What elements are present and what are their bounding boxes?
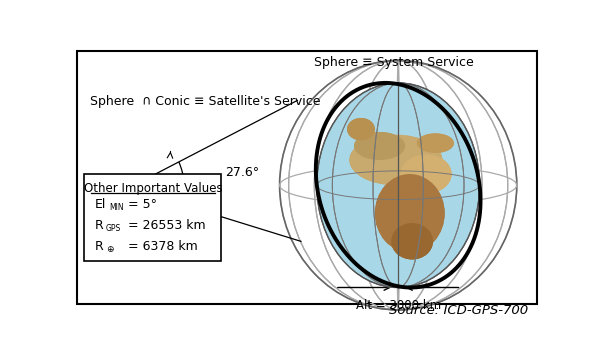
- Text: = 26553 km: = 26553 km: [128, 219, 206, 232]
- Text: Source: ICD-GPS-700: Source: ICD-GPS-700: [389, 304, 529, 317]
- Ellipse shape: [354, 132, 405, 160]
- Ellipse shape: [347, 118, 375, 141]
- Ellipse shape: [349, 135, 442, 185]
- Text: Other Important Values: Other Important Values: [83, 182, 222, 195]
- Text: Sphere  ∩ Conic ≡ Satellite's Service: Sphere ∩ Conic ≡ Satellite's Service: [90, 95, 320, 108]
- Ellipse shape: [349, 135, 442, 185]
- Text: = 5°: = 5°: [128, 198, 157, 211]
- Text: MIN: MIN: [109, 203, 124, 212]
- Bar: [92, 186, 104, 190]
- Ellipse shape: [317, 83, 479, 288]
- Text: Sphere ≡ System Service: Sphere ≡ System Service: [314, 56, 473, 69]
- Ellipse shape: [401, 154, 452, 194]
- Text: 27.6°: 27.6°: [225, 166, 259, 179]
- FancyBboxPatch shape: [84, 174, 221, 261]
- Ellipse shape: [375, 174, 445, 253]
- Text: Alt = 3000 km: Alt = 3000 km: [356, 299, 441, 312]
- Text: ⊕: ⊕: [106, 245, 113, 254]
- Ellipse shape: [401, 154, 452, 194]
- Ellipse shape: [375, 174, 445, 253]
- Text: R: R: [95, 240, 104, 253]
- Text: R: R: [95, 219, 104, 232]
- Bar: [105, 183, 115, 193]
- Text: El: El: [95, 198, 106, 211]
- Text: = 6378 km: = 6378 km: [128, 240, 198, 253]
- Bar: [116, 186, 128, 190]
- Text: GPS: GPS: [105, 224, 121, 233]
- Ellipse shape: [391, 223, 433, 260]
- Ellipse shape: [391, 223, 433, 260]
- Ellipse shape: [347, 118, 375, 141]
- Ellipse shape: [417, 133, 454, 153]
- Ellipse shape: [417, 133, 454, 153]
- Ellipse shape: [354, 132, 405, 160]
